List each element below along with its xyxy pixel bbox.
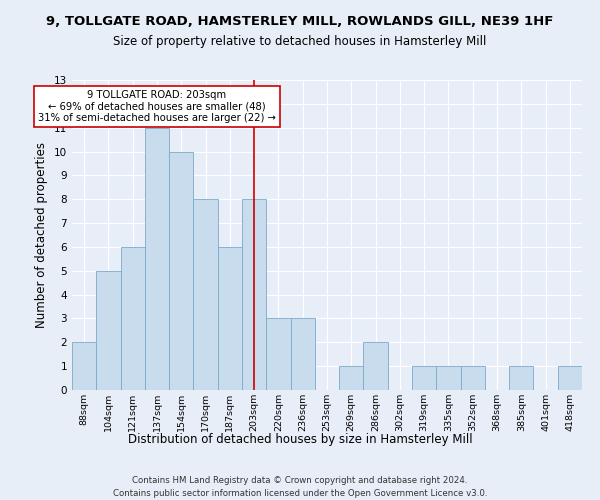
Bar <box>339 366 364 390</box>
Bar <box>96 271 121 390</box>
Text: Contains HM Land Registry data © Crown copyright and database right 2024.: Contains HM Land Registry data © Crown c… <box>132 476 468 485</box>
Bar <box>193 199 218 390</box>
Bar <box>290 318 315 390</box>
Text: Size of property relative to detached houses in Hamsterley Mill: Size of property relative to detached ho… <box>113 35 487 48</box>
Bar <box>364 342 388 390</box>
Bar <box>218 247 242 390</box>
Y-axis label: Number of detached properties: Number of detached properties <box>35 142 49 328</box>
Bar <box>509 366 533 390</box>
Bar <box>558 366 582 390</box>
Bar <box>412 366 436 390</box>
Text: Contains public sector information licensed under the Open Government Licence v3: Contains public sector information licen… <box>113 488 487 498</box>
Bar <box>436 366 461 390</box>
Text: Distribution of detached houses by size in Hamsterley Mill: Distribution of detached houses by size … <box>128 432 472 446</box>
Bar <box>121 247 145 390</box>
Bar <box>461 366 485 390</box>
Text: 9, TOLLGATE ROAD, HAMSTERLEY MILL, ROWLANDS GILL, NE39 1HF: 9, TOLLGATE ROAD, HAMSTERLEY MILL, ROWLA… <box>46 15 554 28</box>
Text: 9 TOLLGATE ROAD: 203sqm
← 69% of detached houses are smaller (48)
31% of semi-de: 9 TOLLGATE ROAD: 203sqm ← 69% of detache… <box>38 90 276 122</box>
Bar <box>72 342 96 390</box>
Bar <box>145 128 169 390</box>
Bar <box>266 318 290 390</box>
Bar <box>169 152 193 390</box>
Bar <box>242 199 266 390</box>
